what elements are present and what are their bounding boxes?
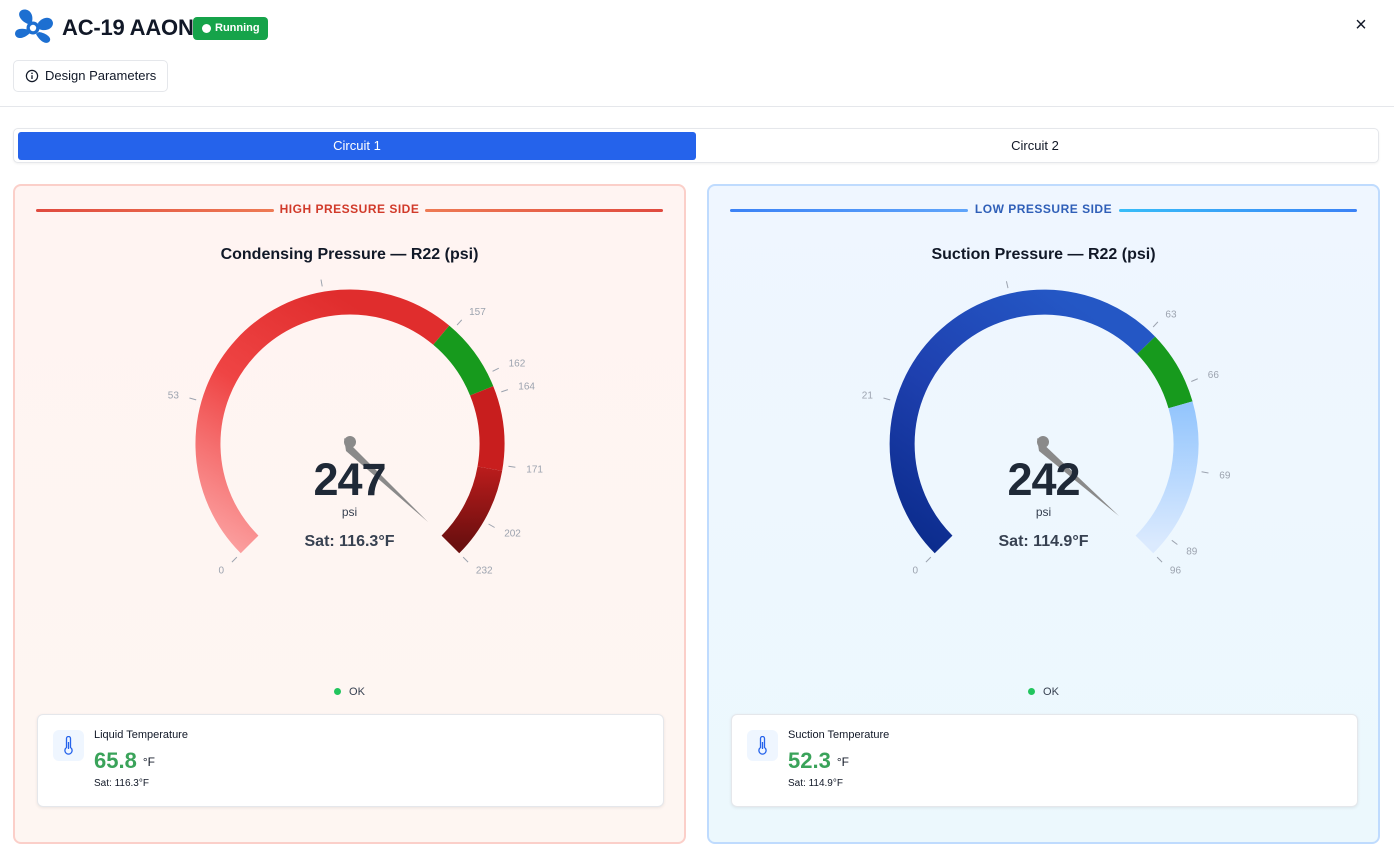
liquid-temperature-card: Liquid Temperature 65.8 °F Sat: 116.3°F <box>37 714 664 807</box>
gauge-tick <box>508 465 516 468</box>
status-badge: Running <box>193 17 268 40</box>
condensing-gauge-title: Condensing Pressure — R22 (psi) <box>220 246 479 263</box>
gauge-tick-label: 171 <box>526 464 543 475</box>
gauge-arc <box>889 289 1199 554</box>
gauge-tick <box>1201 471 1209 474</box>
suction-temperature-card: Suction Temperature 52.3 °F Sat: 114.9°F <box>731 714 1358 807</box>
high-side-label: HIGH PRESSURE SIDE <box>279 202 420 216</box>
suction-gauge-title: Suction Pressure — R22 (psi) <box>931 246 1156 263</box>
gauge-tick-label: 42 <box>993 276 1005 277</box>
needle-hub <box>344 436 356 448</box>
high-status-label: OK <box>349 686 365 698</box>
card-sat: Sat: 114.9°F <box>788 778 843 789</box>
status-badge-label: Running <box>215 22 260 34</box>
card-label: Suction Temperature <box>788 729 890 741</box>
card-value-number: 65.8 <box>94 748 137 773</box>
suction-pressure-gauge: 0 21 42 63 66 69 89 96 <box>862 276 1231 576</box>
gauge-tick-label: 21 <box>862 390 874 401</box>
suction-sat-temp: Sat: 114.9°F <box>998 533 1089 550</box>
design-parameters-label: Design Parameters <box>45 68 157 83</box>
gauge-tick <box>1171 539 1178 545</box>
fan-logo-icon <box>15 9 53 43</box>
high-side-header: HIGH PRESSURE SIDE <box>36 202 663 218</box>
tab-circuit-2[interactable]: Circuit 2 <box>1011 138 1059 153</box>
tab-circuit-1[interactable]: Circuit 1 <box>18 132 696 160</box>
gauge-tick-label: 162 <box>509 359 526 370</box>
close-button[interactable]: × <box>1355 14 1367 36</box>
gauge-needle <box>1037 438 1119 516</box>
low-side-label: LOW PRESSURE SIDE <box>974 202 1113 216</box>
low-side-header: LOW PRESSURE SIDE <box>730 202 1357 218</box>
gauge-tick <box>231 556 238 563</box>
card-value-unit: °F <box>836 755 849 769</box>
gauge-arc <box>195 289 505 554</box>
card-value: 65.8 °F <box>94 748 155 774</box>
gauge-tick-label: 63 <box>1165 309 1177 320</box>
gauge-tick-label: 157 <box>469 307 486 318</box>
gauge-ticks: 0 21 42 63 66 69 89 96 <box>862 276 1231 576</box>
ok-dot-icon <box>334 688 342 695</box>
gauge-needle <box>344 438 428 522</box>
gauge-tick <box>925 556 932 563</box>
condensing-sat-temp: Sat: 116.3°F <box>304 533 395 550</box>
gauge-tick <box>1005 281 1009 289</box>
card-sat: Sat: 116.3°F <box>94 778 149 789</box>
condensing-pressure-unit: psi <box>341 505 358 519</box>
gauge-tick <box>189 397 197 401</box>
gauge-tick <box>456 319 463 326</box>
page-title: AC-19 AAON <box>62 15 194 40</box>
thermometer-icon <box>747 730 778 761</box>
gauge-tick <box>492 367 500 372</box>
gauge-tick <box>488 523 495 528</box>
header: AC-19 AAON Running × Design Parameters <box>0 0 1394 107</box>
suction-pressure-value: 242 <box>1007 454 1080 505</box>
info-icon <box>25 69 39 83</box>
high-status-indicator: OK <box>15 686 684 698</box>
gauge-tick-label: 232 <box>476 565 493 576</box>
ok-dot-icon <box>1028 688 1036 695</box>
gauge-tick-label: 66 <box>1208 370 1220 381</box>
gauge-tick-label: 69 <box>1219 470 1231 481</box>
gauge-tick <box>501 389 509 393</box>
gauge-tick <box>883 397 891 401</box>
low-pressure-panel: LOW PRESSURE SIDE Suction Pressure — R22… <box>707 184 1380 844</box>
side-divider <box>730 209 968 212</box>
high-pressure-panel: HIGH PRESSURE SIDE Condensing Pressure —… <box>13 184 686 844</box>
gauge-tick <box>320 279 323 287</box>
low-status-indicator: OK <box>709 686 1378 698</box>
gauge-tick-label: 96 <box>1170 565 1182 576</box>
gauge-tick-label: 0 <box>219 565 225 576</box>
gauge-tick <box>1156 556 1163 563</box>
gauge-tick-label: 202 <box>504 529 521 540</box>
gauge-tick-label: 89 <box>1186 547 1198 558</box>
gauge-tick <box>1152 321 1159 328</box>
side-divider <box>425 209 663 212</box>
low-status-label: OK <box>1043 686 1059 698</box>
gauge-ticks: 053106157162164171202232 <box>168 279 543 576</box>
thermometer-icon <box>53 730 84 761</box>
status-dot-icon <box>202 24 211 33</box>
side-divider <box>1119 209 1357 212</box>
gauge-tick <box>462 556 469 563</box>
gauge-tick-label: 53 <box>168 390 180 401</box>
side-divider <box>36 209 274 212</box>
card-label: Liquid Temperature <box>94 729 188 741</box>
gauge-tick-label: 164 <box>518 382 535 393</box>
needle-hub <box>1037 436 1049 448</box>
design-parameters-button[interactable]: Design Parameters <box>13 60 168 92</box>
card-value: 52.3 °F <box>788 748 849 774</box>
card-value-unit: °F <box>142 755 155 769</box>
card-value-number: 52.3 <box>788 748 831 773</box>
gauge-tick-label: 0 <box>913 565 919 576</box>
condensing-pressure-value: 247 <box>313 454 386 505</box>
suction-pressure-unit: psi <box>1035 505 1052 519</box>
condensing-pressure-gauge: 053106157162164171202232 <box>168 279 543 576</box>
gauge-tick <box>1191 378 1198 382</box>
circuit-tabs: Circuit 1 Circuit 2 <box>13 128 1379 163</box>
